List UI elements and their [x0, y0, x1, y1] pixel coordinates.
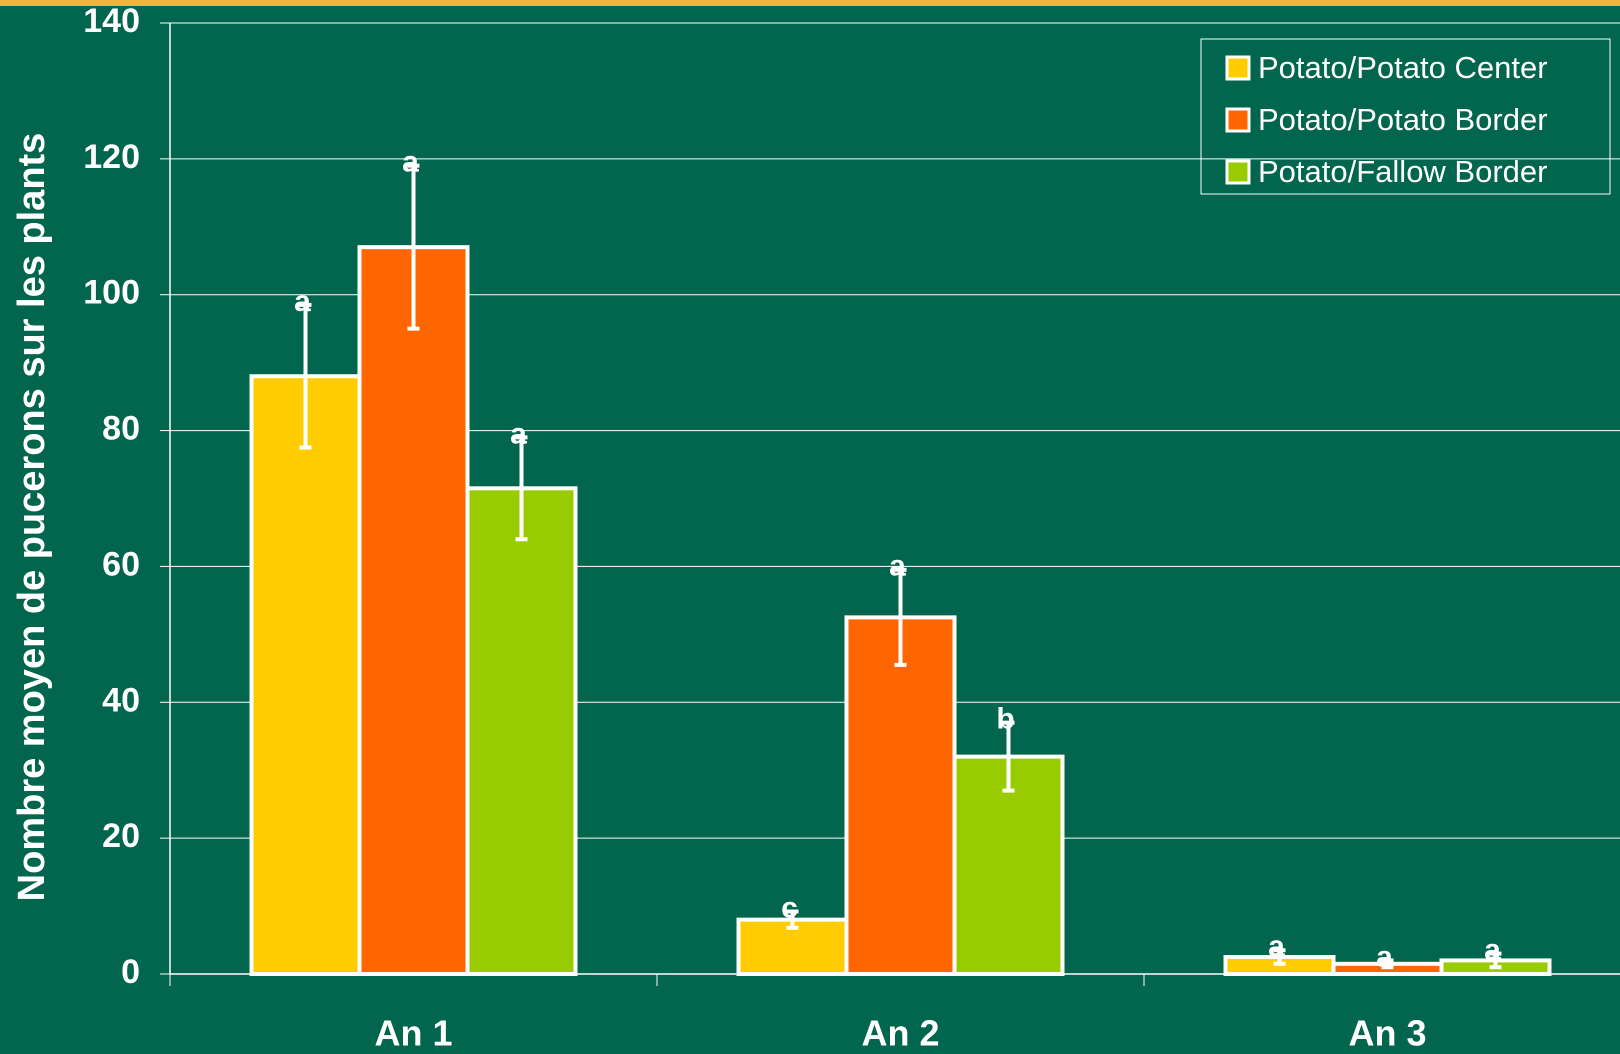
legend-label: Potato/Fallow Border: [1258, 154, 1547, 189]
y-tick-label: 20: [102, 817, 140, 855]
x-tick-label: An 3: [1348, 1013, 1426, 1054]
significance-letter: a: [294, 285, 311, 318]
significance-letter: b: [996, 703, 1014, 736]
y-tick-label: 120: [83, 138, 140, 176]
error-bar: [1002, 720, 1015, 793]
y-tick-label: 100: [83, 274, 140, 312]
significance-letter: a: [1484, 934, 1501, 967]
legend-swatch: [1225, 55, 1251, 81]
significance-letter: a: [1268, 930, 1285, 963]
legend-box: [1200, 38, 1611, 195]
significance-letter: c: [781, 891, 798, 924]
error-bar: [786, 909, 799, 930]
error-bar: [1489, 951, 1502, 970]
y-axis-label: Nombre moyen de pucerons sur les plants: [11, 133, 53, 902]
x-tick-label: An 1: [374, 1013, 452, 1054]
error-bar: [894, 567, 907, 667]
significance-letter: a: [1376, 940, 1393, 973]
significance-letter: a: [889, 550, 906, 583]
y-tick-label: 40: [102, 681, 140, 719]
y-tick-label: 60: [102, 545, 140, 583]
legend-swatch: [1225, 159, 1251, 185]
legend-label: Potato/Potato Border: [1258, 102, 1548, 137]
error-bar: [1381, 958, 1394, 970]
significance-letter: a: [510, 417, 527, 450]
y-tick-label: 140: [83, 2, 140, 40]
legend-label: Potato/Potato Center: [1258, 50, 1548, 85]
y-tick-label: 80: [102, 410, 140, 448]
top-stripe: [0, 0, 1620, 6]
y-tick-label: 0: [121, 953, 140, 991]
error-bar: [515, 435, 528, 542]
bar: [465, 486, 578, 976]
error-bar: [1273, 948, 1286, 966]
legend-swatch: [1225, 107, 1251, 133]
bar: [357, 245, 470, 976]
bar: [249, 374, 362, 976]
significance-letter: a: [402, 146, 419, 179]
bar: [952, 754, 1065, 977]
x-tick-label: An 2: [861, 1013, 939, 1054]
error-bar: [299, 302, 312, 450]
error-bar: [407, 163, 420, 331]
bar: [844, 615, 957, 976]
